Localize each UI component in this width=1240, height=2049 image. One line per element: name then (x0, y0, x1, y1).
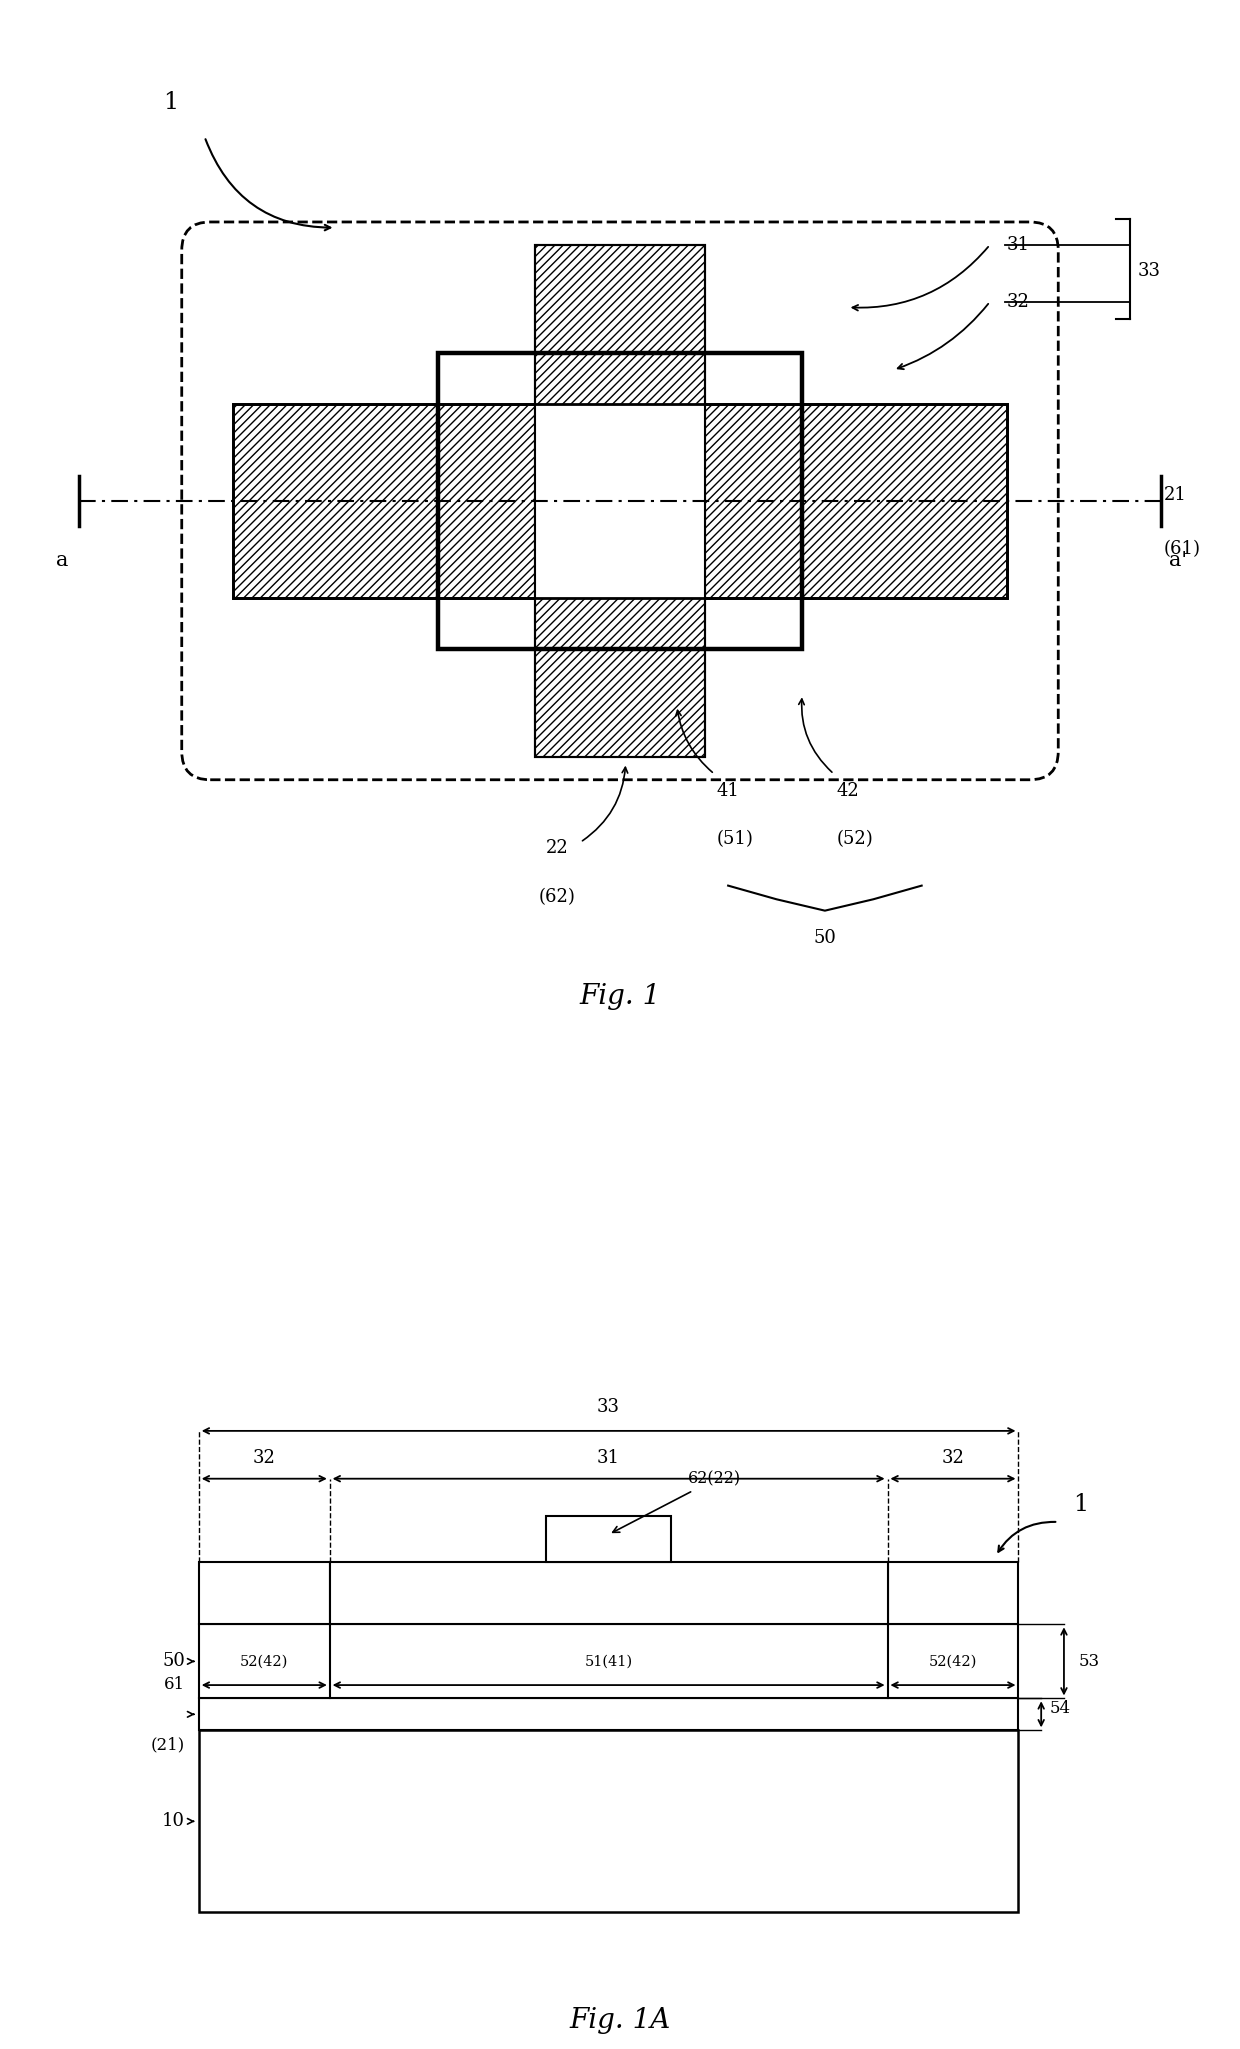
Text: 33: 33 (1138, 262, 1161, 281)
Text: 50: 50 (162, 1651, 185, 1670)
Text: 32: 32 (253, 1449, 275, 1467)
Text: Fig. 1: Fig. 1 (579, 984, 661, 1010)
Bar (233, 404, 1007, 598)
Text: 1: 1 (162, 90, 177, 115)
Text: 42: 42 (836, 783, 859, 801)
Text: 33: 33 (598, 1397, 620, 1416)
Text: 21: 21 (1164, 486, 1187, 504)
Text: 41: 41 (717, 783, 739, 801)
Text: 1: 1 (1074, 1494, 1089, 1516)
Text: (61): (61) (1164, 539, 1202, 557)
Text: 52(42): 52(42) (929, 1654, 977, 1668)
Text: (62): (62) (539, 887, 575, 906)
Text: 51(41): 51(41) (584, 1654, 632, 1668)
Text: 61: 61 (164, 1676, 185, 1692)
Text: 31: 31 (1007, 236, 1030, 254)
Text: 31: 31 (598, 1449, 620, 1467)
Bar (330, 1561, 888, 1625)
Bar (438, 352, 802, 650)
Text: 54: 54 (1049, 1701, 1070, 1717)
Bar (233, 404, 1007, 598)
Text: 52(42): 52(42) (241, 1654, 289, 1668)
Text: (51): (51) (717, 830, 754, 848)
Text: 62(22): 62(22) (613, 1471, 742, 1533)
Text: 32: 32 (1007, 293, 1030, 311)
Text: (52): (52) (836, 830, 873, 848)
Bar (198, 1729, 1018, 1912)
Text: 10: 10 (162, 1811, 185, 1830)
Text: (21): (21) (151, 1736, 185, 1754)
Text: 50: 50 (813, 928, 836, 947)
Text: a: a (56, 551, 68, 570)
Text: 32: 32 (941, 1449, 965, 1467)
Text: 53: 53 (1079, 1654, 1100, 1670)
Bar (888, 1561, 1018, 1625)
Bar (534, 244, 706, 756)
Text: Fig. 1A: Fig. 1A (569, 2008, 671, 2035)
Text: a': a' (1169, 551, 1187, 570)
Bar (546, 1516, 671, 1561)
Bar (198, 1625, 1018, 1699)
Bar (198, 1699, 1018, 1729)
Bar (198, 1561, 330, 1625)
Bar (534, 244, 706, 756)
Bar (534, 404, 706, 598)
Text: 22: 22 (546, 838, 569, 856)
